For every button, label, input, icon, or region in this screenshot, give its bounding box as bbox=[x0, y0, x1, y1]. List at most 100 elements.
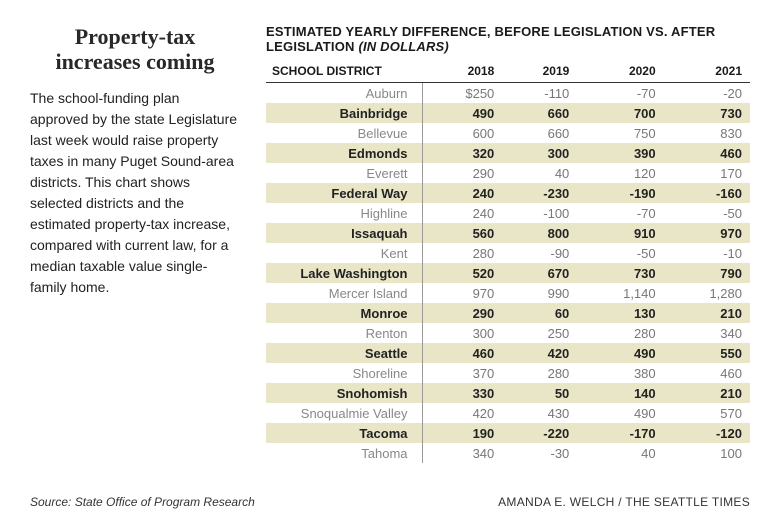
cell-value: 210 bbox=[664, 303, 750, 323]
table-row: Issaquah560800910970 bbox=[266, 223, 750, 243]
cell-value: 60 bbox=[502, 303, 577, 323]
table-title-main: ESTIMATED YEARLY DIFFERENCE, BEFORE LEGI… bbox=[266, 24, 715, 54]
col-header-2018: 2018 bbox=[422, 60, 502, 83]
cell-value: 430 bbox=[502, 403, 577, 423]
cell-value: 420 bbox=[422, 403, 502, 423]
cell-value: 830 bbox=[664, 123, 750, 143]
cell-value: 490 bbox=[422, 103, 502, 123]
table-row: Tahoma340-3040100 bbox=[266, 443, 750, 463]
cell-value: 250 bbox=[502, 323, 577, 343]
footer-credit: AMANDA E. WELCH / THE SEATTLE TIMES bbox=[498, 495, 750, 509]
cell-value: 320 bbox=[422, 143, 502, 163]
cell-value: 790 bbox=[664, 263, 750, 283]
cell-value: -20 bbox=[664, 83, 750, 104]
cell-value: 660 bbox=[502, 123, 577, 143]
cell-value: -170 bbox=[577, 423, 663, 443]
cell-value: -190 bbox=[577, 183, 663, 203]
table-body: Auburn$250-110-70-20Bainbridge4906607007… bbox=[266, 83, 750, 464]
left-column: Property-tax increases coming The school… bbox=[30, 24, 240, 463]
table-head: SCHOOL DISTRICT 2018 2019 2020 2021 bbox=[266, 60, 750, 83]
cell-district: Lake Washington bbox=[266, 263, 422, 283]
cell-value: 120 bbox=[577, 163, 663, 183]
table-row: Bainbridge490660700730 bbox=[266, 103, 750, 123]
cell-value: 130 bbox=[577, 303, 663, 323]
cell-value: -100 bbox=[502, 203, 577, 223]
cell-value: 1,280 bbox=[664, 283, 750, 303]
cell-district: Bainbridge bbox=[266, 103, 422, 123]
cell-value: -50 bbox=[664, 203, 750, 223]
cell-value: 50 bbox=[502, 383, 577, 403]
cell-value: 670 bbox=[502, 263, 577, 283]
table-title: ESTIMATED YEARLY DIFFERENCE, BEFORE LEGI… bbox=[266, 24, 750, 54]
cell-value: 700 bbox=[577, 103, 663, 123]
cell-value: 300 bbox=[502, 143, 577, 163]
col-header-district: SCHOOL DISTRICT bbox=[266, 60, 422, 83]
cell-district: Shoreline bbox=[266, 363, 422, 383]
cell-district: Snohomish bbox=[266, 383, 422, 403]
cell-value: 600 bbox=[422, 123, 502, 143]
cell-district: Everett bbox=[266, 163, 422, 183]
cell-district: Tacoma bbox=[266, 423, 422, 443]
cell-value: 420 bbox=[502, 343, 577, 363]
table-row: Monroe29060130210 bbox=[266, 303, 750, 323]
table-row: Kent280-90-50-10 bbox=[266, 243, 750, 263]
cell-value: 280 bbox=[422, 243, 502, 263]
cell-district: Seattle bbox=[266, 343, 422, 363]
cell-district: Bellevue bbox=[266, 123, 422, 143]
table-row: Shoreline370280380460 bbox=[266, 363, 750, 383]
cell-value: 800 bbox=[502, 223, 577, 243]
cell-value: 750 bbox=[577, 123, 663, 143]
cell-district: Kent bbox=[266, 243, 422, 263]
cell-value: 340 bbox=[664, 323, 750, 343]
cell-value: 340 bbox=[422, 443, 502, 463]
cell-district: Auburn bbox=[266, 83, 422, 104]
table-row: Auburn$250-110-70-20 bbox=[266, 83, 750, 104]
table-row: Edmonds320300390460 bbox=[266, 143, 750, 163]
footer: Source: State Office of Program Research… bbox=[30, 495, 750, 509]
cell-value: -230 bbox=[502, 183, 577, 203]
table-row: Highline240-100-70-50 bbox=[266, 203, 750, 223]
cell-value: 290 bbox=[422, 303, 502, 323]
cell-value: 40 bbox=[577, 443, 663, 463]
cell-value: 460 bbox=[664, 143, 750, 163]
cell-value: -30 bbox=[502, 443, 577, 463]
cell-value: 300 bbox=[422, 323, 502, 343]
cell-value: 570 bbox=[664, 403, 750, 423]
footer-source: Source: State Office of Program Research bbox=[30, 495, 255, 509]
cell-value: 1,140 bbox=[577, 283, 663, 303]
table-row: Renton300250280340 bbox=[266, 323, 750, 343]
col-header-2020: 2020 bbox=[577, 60, 663, 83]
table-row: Snohomish33050140210 bbox=[266, 383, 750, 403]
cell-value: 380 bbox=[577, 363, 663, 383]
cell-value: 210 bbox=[664, 383, 750, 403]
table-title-paren: (IN DOLLARS) bbox=[358, 39, 449, 54]
headline: Property-tax increases coming bbox=[30, 24, 240, 74]
cell-value: 490 bbox=[577, 343, 663, 363]
cell-value: 730 bbox=[664, 103, 750, 123]
table-row: Snoqualmie Valley420430490570 bbox=[266, 403, 750, 423]
cell-value: 970 bbox=[422, 283, 502, 303]
cell-value: $250 bbox=[422, 83, 502, 104]
cell-value: 390 bbox=[577, 143, 663, 163]
cell-district: Snoqualmie Valley bbox=[266, 403, 422, 423]
cell-value: 970 bbox=[664, 223, 750, 243]
col-header-2019: 2019 bbox=[502, 60, 577, 83]
cell-value: -110 bbox=[502, 83, 577, 104]
cell-value: 560 bbox=[422, 223, 502, 243]
table-row: Tacoma190-220-170-120 bbox=[266, 423, 750, 443]
cell-value: 460 bbox=[664, 363, 750, 383]
cell-value: 190 bbox=[422, 423, 502, 443]
table-header-row: SCHOOL DISTRICT 2018 2019 2020 2021 bbox=[266, 60, 750, 83]
table-row: Mercer Island9709901,1401,280 bbox=[266, 283, 750, 303]
cell-value: 550 bbox=[664, 343, 750, 363]
table-row: Everett29040120170 bbox=[266, 163, 750, 183]
table-row: Seattle460420490550 bbox=[266, 343, 750, 363]
cell-value: 280 bbox=[577, 323, 663, 343]
cell-value: -50 bbox=[577, 243, 663, 263]
cell-value: 40 bbox=[502, 163, 577, 183]
content-wrap: Property-tax increases coming The school… bbox=[30, 24, 750, 463]
cell-district: Tahoma bbox=[266, 443, 422, 463]
cell-district: Highline bbox=[266, 203, 422, 223]
cell-value: 330 bbox=[422, 383, 502, 403]
cell-value: 240 bbox=[422, 183, 502, 203]
